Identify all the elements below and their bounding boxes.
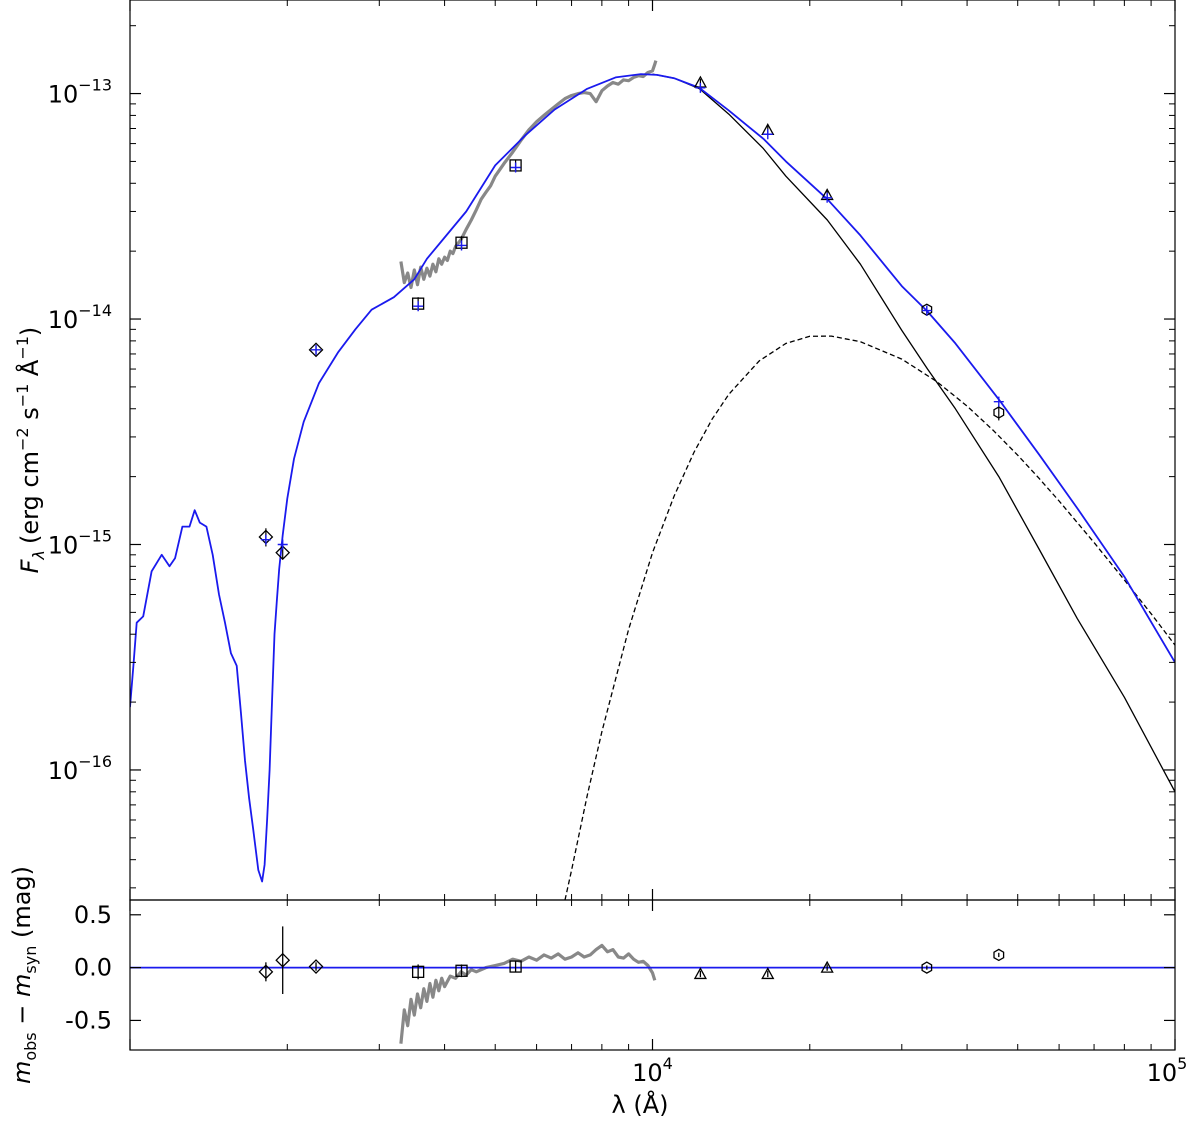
synthetic-photometry-mark [822, 192, 833, 203]
sed-point [993, 406, 1005, 419]
sed-y-axis-label: Fλ(erg cm−2 s−1 Å−1) [13, 327, 48, 574]
synthetic-photometry-mark [993, 396, 1004, 407]
synthetic-photometry-mark [260, 534, 271, 545]
observed-spectrum-line [399, 60, 658, 290]
sed-photometry-points [258, 75, 1005, 561]
synthetic-photometry-mark [695, 82, 706, 93]
sed-y-tick-label: 10−15 [48, 526, 112, 559]
sed-point [308, 342, 324, 358]
sed-y-tick-label: 10−16 [48, 752, 112, 785]
residual-y-axis-label: mobs − msyn (mag) [8, 866, 40, 1084]
synthetic-photometry-mark [762, 129, 773, 140]
residual-y-tick-label: 0.0 [74, 954, 112, 982]
sed-point [275, 545, 291, 561]
residual-point [275, 952, 291, 968]
residual-point [308, 959, 324, 974]
sed-axis-ticks [129, 0, 1176, 900]
x-tick-label: 104 [632, 1054, 673, 1087]
residual-points [258, 926, 1005, 995]
synthetic-photometry-mark [510, 162, 521, 173]
residual-point [693, 967, 707, 980]
photosphere-line [652, 73, 1175, 793]
sed-plot-area [130, 60, 1175, 900]
synthetic-photometry-mark [456, 240, 467, 251]
residual-point [509, 960, 522, 973]
synthetic-photometry-mark [921, 305, 932, 316]
sed-axes-frame [129, 0, 1176, 901]
residual-point [921, 961, 933, 974]
residual-plot-area [130, 943, 1175, 1044]
synthetic-photometry-mark [413, 301, 424, 312]
dust-blackbody-line [564, 335, 1175, 900]
residual-point [761, 967, 775, 980]
residual-point [455, 964, 468, 977]
residual-point [411, 965, 425, 978]
spectrum-residual-line [399, 943, 657, 1044]
synthetic-photometry-mark [277, 539, 288, 550]
sed-panel [129, 0, 1176, 901]
residual-point [820, 960, 834, 973]
sed-y-tick-label: 10−14 [48, 301, 112, 334]
residual-y-tick-label: 0.5 [74, 901, 112, 929]
residual-point [258, 964, 274, 980]
synthetic-photometry-mark [311, 344, 322, 355]
tick-labels: 10−13 10−14 10−15 10−16 0.5 0.0 -0.5 104 105 [48, 76, 1188, 1087]
residual-y-tick-label: -0.5 [65, 1006, 112, 1034]
sed-y-tick-label: 10−13 [48, 76, 112, 109]
model-spectrum-line [130, 73, 1175, 883]
x-tick-label: 105 [1147, 1054, 1188, 1087]
x-axis-label: λ (Å) [612, 1090, 669, 1119]
residual-point [993, 948, 1005, 962]
residual-axes-frame [129, 899, 1176, 1051]
residual-panel [129, 899, 1176, 1051]
